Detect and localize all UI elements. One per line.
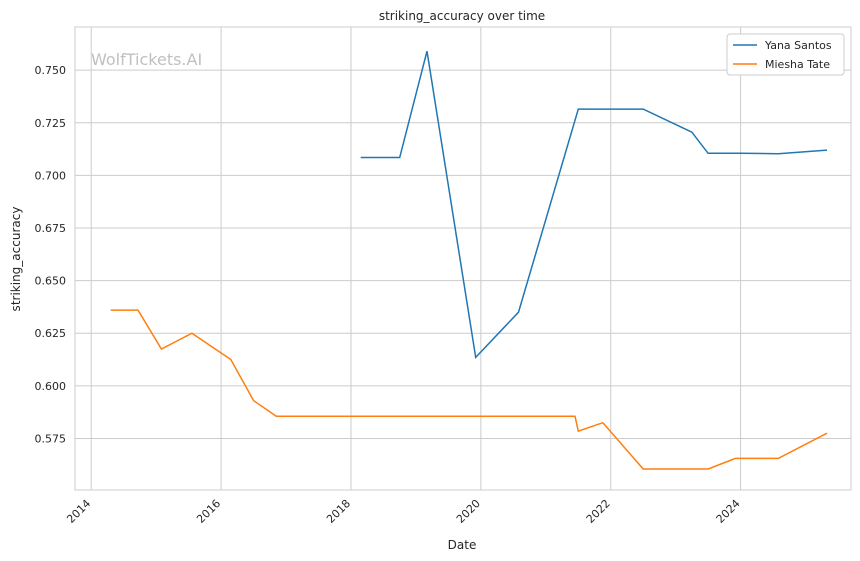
y-tick-label: 0.675 xyxy=(35,222,67,235)
x-tick-label: 2014 xyxy=(64,497,93,526)
x-tick-label: 2016 xyxy=(194,497,223,526)
y-tick-label: 0.725 xyxy=(35,117,67,130)
y-tick-label: 0.625 xyxy=(35,327,67,340)
y-tick-label: 0.750 xyxy=(35,64,67,77)
y-tick-label: 0.650 xyxy=(35,275,67,288)
y-tick-label: 0.600 xyxy=(35,380,67,393)
plot-frame xyxy=(74,26,852,491)
legend-label: Miesha Tate xyxy=(765,58,830,71)
y-tick-labels: 0.575 0.600 0.625 0.650 0.675 0.700 0.725 0.750 xyxy=(35,64,67,445)
series-line-1 xyxy=(110,309,828,470)
y-axis-label: striking_accuracy xyxy=(9,207,23,312)
legend: Yana Santos Miesha Tate xyxy=(726,33,845,76)
legend-label: Yana Santos xyxy=(764,39,832,52)
y-tick-label: 0.700 xyxy=(35,169,67,182)
x-tick-label: 2018 xyxy=(324,497,353,526)
series-line-0 xyxy=(360,51,828,360)
series-lines xyxy=(110,51,828,470)
x-tick-label: 2020 xyxy=(454,497,483,526)
gridlines xyxy=(75,27,851,490)
x-tick-labels: 2014 2016 2018 2020 2022 2024 xyxy=(64,497,742,526)
x-axis-label: Date xyxy=(448,538,477,552)
x-tick-label: 2022 xyxy=(584,497,613,526)
x-tick-label: 2024 xyxy=(714,497,743,526)
y-tick-label: 0.575 xyxy=(35,432,67,445)
watermark: WolfTickets.AI xyxy=(91,50,202,69)
chart-title: striking_accuracy over time xyxy=(379,9,545,23)
